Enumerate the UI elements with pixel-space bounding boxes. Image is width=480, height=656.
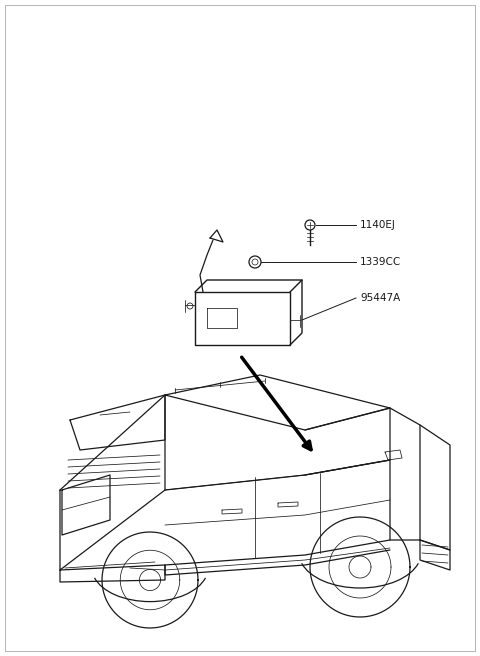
Text: 1339CC: 1339CC [360, 257, 401, 267]
Text: 1140EJ: 1140EJ [360, 220, 396, 230]
Text: 95447A: 95447A [360, 293, 400, 303]
